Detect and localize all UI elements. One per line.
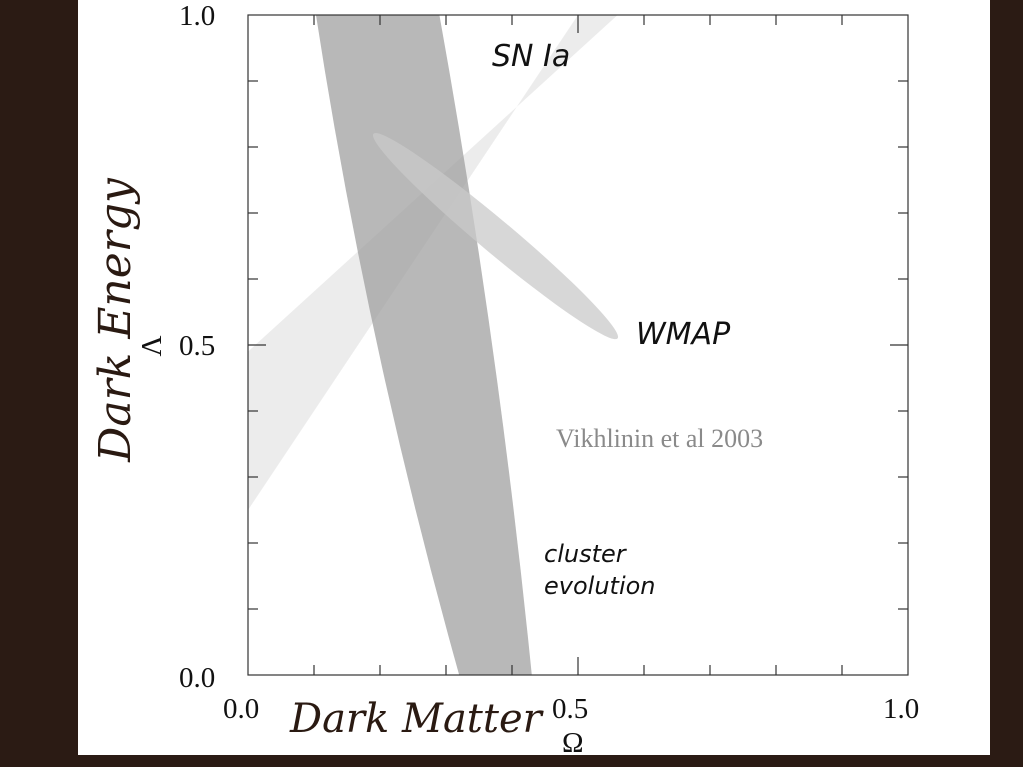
wmap-label: WMAP xyxy=(636,317,731,352)
y-tick-label-1: 0.5 xyxy=(179,330,215,362)
y-tick-label-0: 0.0 xyxy=(179,662,215,694)
x-axis-hand-label: Dark Matter xyxy=(289,696,545,742)
contour-plot: 0.0 0.5 1.0 0.0 0.5 1.0 Ω Λ SN Ia WMAP c… xyxy=(90,0,919,755)
x-tick-label-1: 0.5 xyxy=(552,693,588,725)
y-tick-label-2: 1.0 xyxy=(179,0,215,32)
confidence-regions xyxy=(248,15,619,675)
y-axis-hand-label: Dark Energy xyxy=(90,177,141,463)
x-tick-label-0: 0.0 xyxy=(223,693,259,725)
slide-panel: 0.0 0.5 1.0 0.0 0.5 1.0 Ω Λ SN Ia WMAP c… xyxy=(78,0,990,755)
cluster-evolution-label: cluster evolution xyxy=(544,540,656,600)
x-axis-symbol: Ω xyxy=(562,727,584,755)
sn-ia-label: SN Ia xyxy=(492,39,570,74)
wmap-ellipse xyxy=(372,133,619,340)
y-axis-symbol: Λ xyxy=(136,335,168,356)
cluster-evolution-band xyxy=(315,15,532,675)
axis-ticks xyxy=(248,15,908,675)
credit-text: Vikhlinin et al 2003 xyxy=(556,424,763,453)
x-tick-label-2: 1.0 xyxy=(883,693,919,725)
